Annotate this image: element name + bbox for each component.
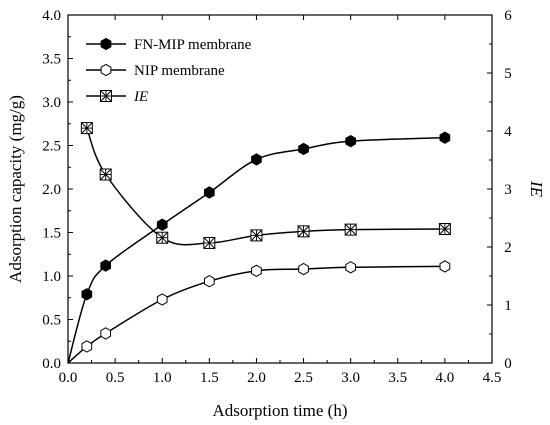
legend-label: NIP membrane	[134, 63, 225, 79]
y-tick-label: 0.5	[42, 313, 61, 329]
data-point	[81, 340, 93, 353]
legend-label: IE	[133, 89, 148, 105]
data-point	[439, 260, 451, 273]
y2-tick-label: 4	[504, 124, 512, 140]
data-point	[250, 229, 263, 242]
data-point	[298, 142, 309, 156]
data-point	[81, 288, 93, 301]
data-point	[345, 134, 357, 148]
x-tick-label: 2.0	[247, 370, 266, 386]
x-tick-label: 1.0	[153, 370, 172, 386]
plot-frame	[67, 14, 493, 364]
y2-tick-label: 3	[504, 182, 512, 198]
y2-tick-label: 2	[504, 240, 512, 256]
y-tick-label: 3.0	[42, 95, 61, 111]
axis-ticks	[67, 14, 493, 364]
x-tick-label: 4.5	[483, 370, 502, 386]
y-tick-label: 1.5	[42, 226, 61, 242]
y-axis-title: Adsorption capacity (mg/g)	[6, 95, 25, 283]
data-point	[298, 262, 309, 276]
data-point	[203, 236, 216, 249]
y2-tick-label: 1	[504, 298, 512, 314]
data-point	[156, 231, 169, 244]
y2-tick-label: 5	[504, 66, 512, 82]
series-line	[86, 127, 445, 246]
axis-tick-labels: 0.0 0.5 1.0 1.5 2.0 2.5 3.0 3.5 4.0 4.5 0.0 0.5 1.0 1…	[42, 8, 512, 386]
data-point	[297, 225, 310, 238]
legend-item: FN-MIP membrane	[86, 37, 252, 53]
x-tick-label: 1.5	[200, 370, 219, 386]
data-point	[99, 168, 112, 181]
data-point	[251, 264, 262, 277]
data-point	[100, 259, 112, 272]
y-tick-label: 2.0	[42, 182, 61, 198]
legend-marker	[100, 90, 112, 102]
series-markers	[80, 122, 451, 353]
series-line	[67, 136, 445, 364]
legend-item: NIP membrane	[86, 63, 225, 79]
data-point	[344, 223, 357, 236]
data-point	[345, 261, 357, 274]
data-point	[100, 327, 112, 340]
legend: FN-MIP membrane NIP membrane IE	[86, 37, 252, 105]
x-tick-label: 3.5	[388, 370, 407, 386]
y-tick-label: 4.0	[42, 8, 61, 24]
y-tick-label: 2.5	[42, 139, 61, 155]
data-point	[156, 218, 168, 231]
y2-tick-label: 0	[504, 356, 512, 372]
y2-tick-label: 6	[504, 8, 512, 24]
legend-item: IE	[86, 89, 148, 105]
legend-marker	[100, 63, 112, 77]
data-point	[203, 275, 215, 288]
x-tick-label: 0.5	[106, 370, 125, 386]
data-point	[438, 223, 451, 236]
data-point	[156, 293, 168, 306]
data-point	[251, 153, 262, 166]
data-point	[203, 186, 215, 199]
data-point	[80, 122, 93, 135]
x-axis-title: Adsorption time (h)	[212, 401, 347, 420]
x-tick-label: 4.0	[436, 370, 455, 386]
y-tick-label: 1.0	[42, 269, 61, 285]
y2-axis-title: IE	[527, 180, 546, 198]
data-point	[439, 131, 451, 144]
legend-label: FN-MIP membrane	[134, 37, 252, 53]
series-line	[67, 265, 445, 364]
x-tick-label: 0.0	[59, 370, 78, 386]
y-tick-label: 3.5	[42, 52, 61, 68]
legend-marker	[100, 37, 112, 51]
x-tick-label: 3.0	[341, 370, 360, 386]
x-tick-label: 2.5	[294, 370, 313, 386]
y-tick-label: 0.0	[42, 356, 61, 372]
